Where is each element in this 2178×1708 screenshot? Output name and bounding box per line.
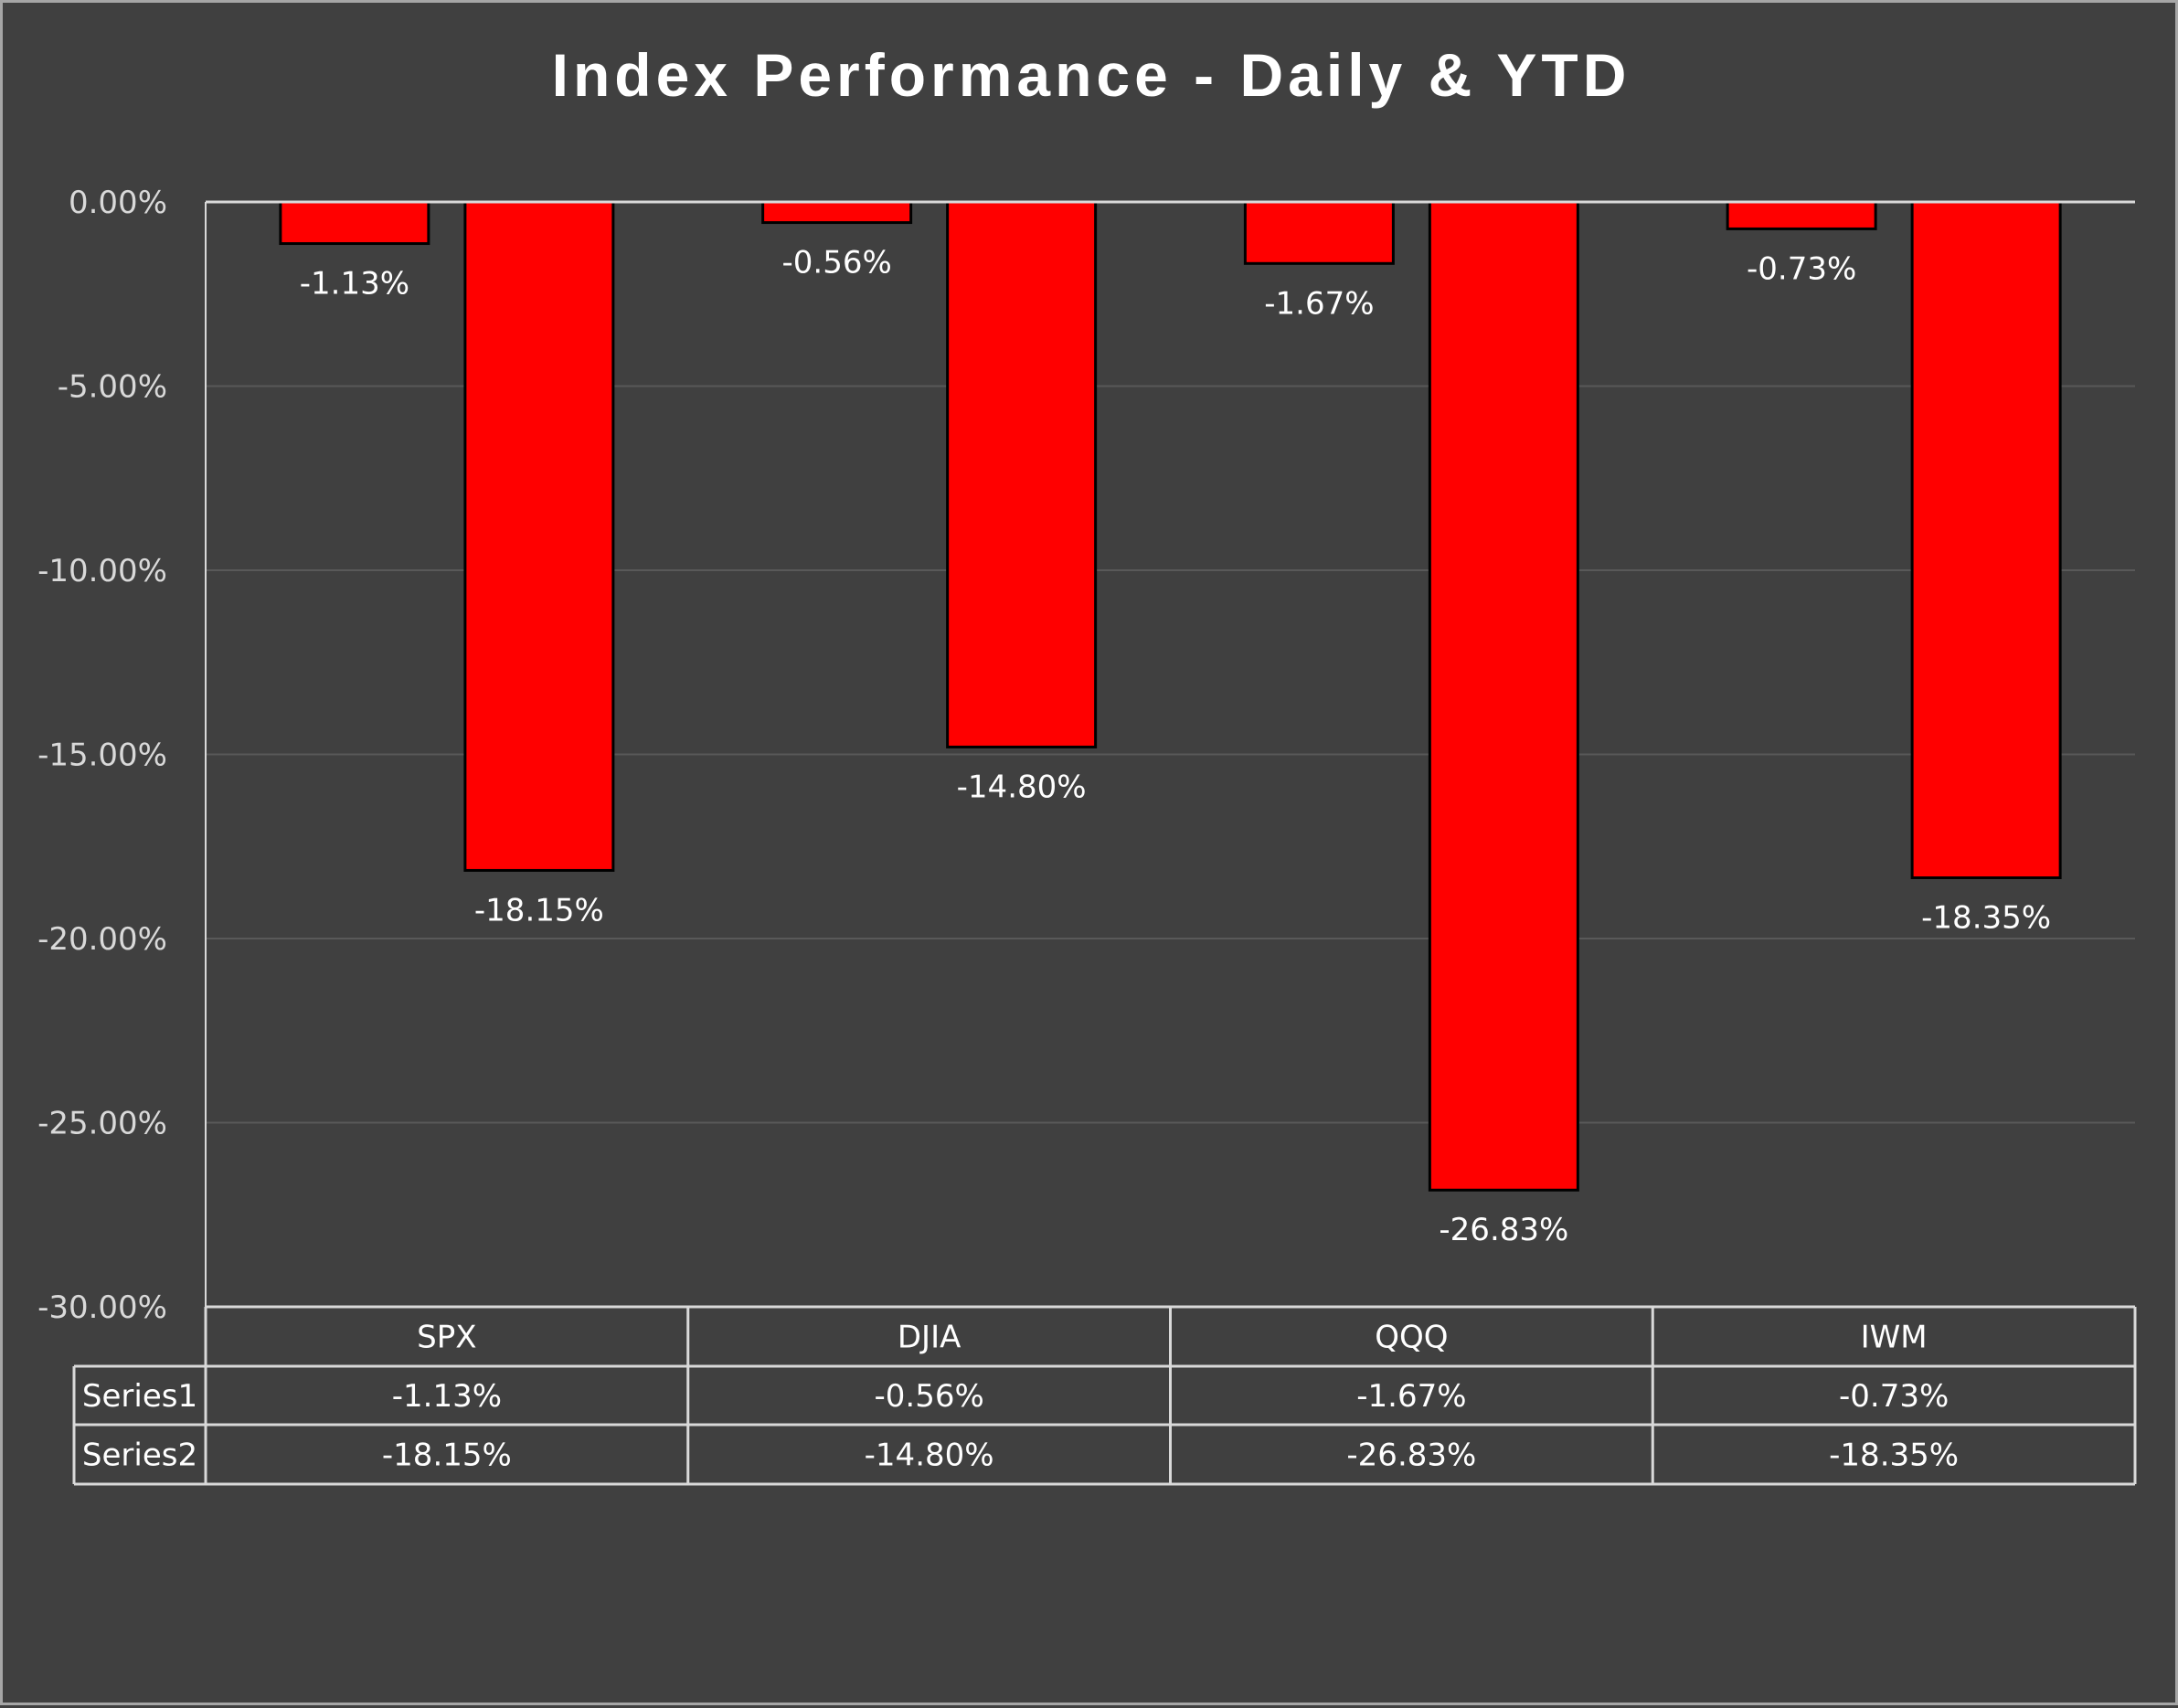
data-label: -26.83% [1439,1212,1568,1248]
y-tick-label: -30.00% [37,1289,167,1326]
data-label: -0.73% [1747,250,1856,287]
table-header-djia: DJIA [898,1320,962,1356]
y-tick-label: -10.00% [37,553,167,589]
chart-title: Index Performance - Daily & YTD [552,41,1631,109]
data-label: -18.35% [1921,900,2051,937]
table-cell: -0.56% [874,1378,983,1415]
table-cell: -0.73% [1839,1378,1949,1415]
bar-series1-iwm [1726,200,1877,230]
table-cell: -18.15% [382,1437,512,1474]
table-cell: -14.80% [865,1437,994,1474]
data-label: -18.15% [474,892,604,928]
bar-series1-qqq [1243,200,1395,265]
bar-series2-qqq [1428,200,1579,1192]
bar-series2-spx [463,200,615,872]
table-cell: -18.35% [1829,1437,1959,1474]
data-label: -0.56% [781,245,891,281]
y-tick-label: 0.00% [69,185,167,221]
table-cell: -1.13% [392,1378,502,1415]
bars [279,200,2062,1192]
y-tick-label: -5.00% [58,369,167,406]
bar-series1-spx [279,200,430,246]
y-axis-ticks: 0.00% -5.00% -10.00% -15.00% -20.00% -25.00% -… [37,185,167,1326]
data-label: -14.80% [957,769,1087,805]
bar-series1-djia [761,200,913,225]
table-header-qqq: QQQ [1375,1320,1448,1356]
data-table: SPX DJIA QQQ IWM Series1 -1.13% -0.56% -1.67% -0… [72,1305,2137,1486]
y-tick-label: -20.00% [37,921,167,958]
table-header-iwm: IWM [1861,1320,1928,1356]
data-labels: -1.13% -0.56% -1.67% -0.73% -18.15% -14.80% -2… [300,245,2051,1249]
data-label: -1.67% [1264,285,1374,322]
table-series-name: Series1 [82,1378,197,1415]
chart-svg: Index Performance - Daily & YTD 0.00% -5.… [37,41,2137,1486]
bar-series2-djia [946,200,1098,748]
data-label: -1.13% [300,266,409,302]
y-tick-label: -25.00% [37,1106,167,1142]
y-tick-label: -15.00% [37,737,167,774]
table-cell: -26.83% [1346,1437,1476,1474]
table-header-spx: SPX [417,1320,476,1356]
bar-series2-iwm [1910,200,2062,880]
axes [205,200,2135,1307]
table-series-name: Series2 [82,1437,197,1474]
table-cell: -1.67% [1356,1378,1466,1415]
